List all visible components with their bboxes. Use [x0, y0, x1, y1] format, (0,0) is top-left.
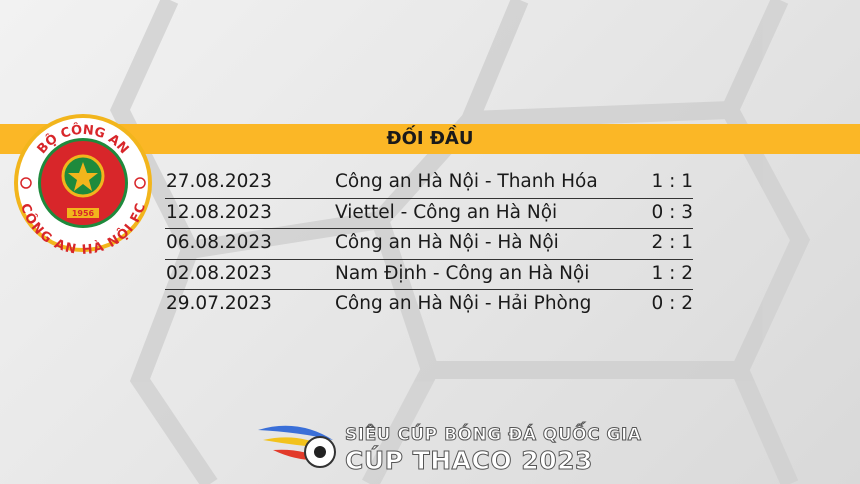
match-date: 06.08.2023	[166, 232, 272, 253]
match-date: 27.08.2023	[166, 171, 272, 192]
table-row: 27.08.2023 Công an Hà Nội - Thanh Hóa 1 : …	[165, 168, 693, 199]
table-row: 02.08.2023 Nam Định - Công an Hà Nội 1 : 2	[165, 260, 693, 290]
table-row: 12.08.2023 Viettel - Công an Hà Nội 0 : 3	[165, 199, 693, 229]
match-teams: Công an Hà Nội - Hải Phòng	[335, 293, 592, 314]
match-score: 0 : 2	[651, 293, 693, 314]
head-to-head-table: 27.08.2023 Công an Hà Nội - Thanh Hóa 1 : …	[165, 168, 693, 321]
tournament-logo-icon	[258, 425, 336, 468]
match-date: 12.08.2023	[166, 201, 272, 223]
tournament-subtitle: SIÊU CÚP BÓNG ĐÁ QUỐC GIA	[344, 425, 642, 446]
svg-text:1956: 1956	[72, 209, 95, 218]
match-date: 02.08.2023	[166, 262, 272, 284]
club-logo: 1956 BỘ CÔNG AN CÔNG AN HÀ NỘI FC	[14, 114, 152, 254]
title-band	[0, 124, 860, 154]
table-row: 06.08.2023 Công an Hà Nội - Hà Nội 2 : 1	[165, 229, 693, 260]
tournament-title: CÚP THACO 2023	[345, 446, 593, 476]
match-score: 1 : 1	[651, 171, 693, 192]
match-teams: Viettel - Công an Hà Nội	[335, 201, 558, 223]
match-score: 0 : 3	[651, 201, 693, 223]
match-teams: Nam Định - Công an Hà Nội	[335, 262, 590, 284]
match-score: 1 : 2	[651, 262, 693, 284]
match-score: 2 : 1	[651, 232, 693, 253]
match-teams: Công an Hà Nội - Thanh Hóa	[335, 171, 598, 192]
table-row: 29.07.2023 Công an Hà Nội - Hải Phòng 0 : …	[165, 290, 693, 321]
match-date: 29.07.2023	[166, 293, 272, 314]
match-teams: Công an Hà Nội - Hà Nội	[335, 232, 559, 253]
page-title: ĐỐI ĐẦU	[386, 128, 474, 149]
